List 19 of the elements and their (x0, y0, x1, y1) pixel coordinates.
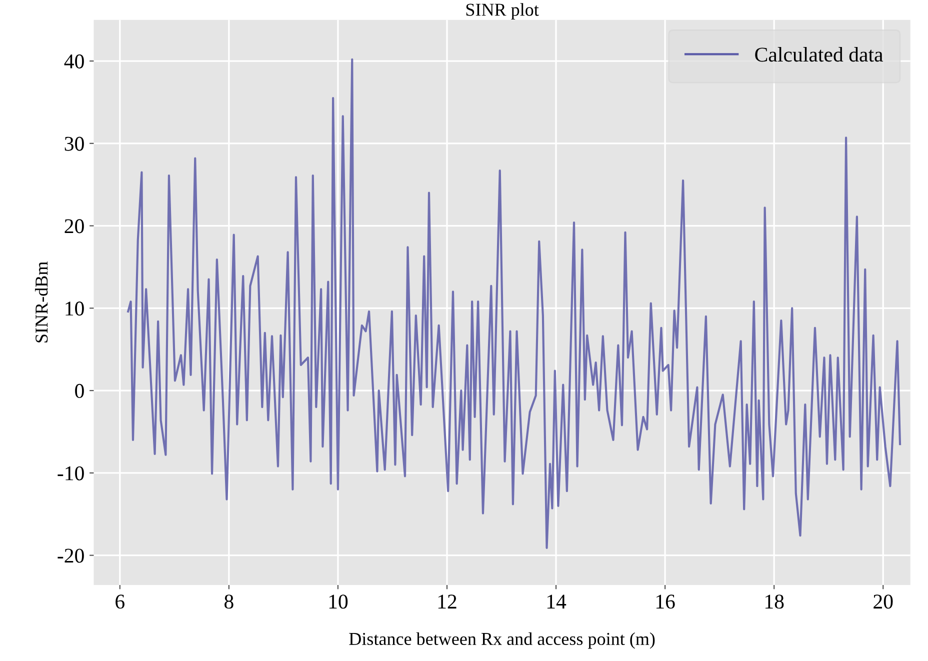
y-tick-label: -20 (58, 548, 84, 563)
x-tick-label: 8 (224, 594, 234, 609)
y-tick-label: -10 (58, 466, 84, 480)
x-tick-label: 20 (874, 594, 893, 609)
y-tick-label: 10 (66, 302, 84, 316)
x-tick-label: 14 (547, 594, 566, 608)
x-tick-label: 16 (656, 594, 675, 609)
y-tick-label: 0 (75, 384, 84, 398)
x-axis-title: Distance between Rx and access point (m) (349, 632, 655, 649)
y-axis-title: SINR-dBm (35, 262, 48, 342)
x-tick-label: 6 (116, 594, 124, 609)
y-tick-label: 20 (64, 219, 84, 234)
y-tick-label: 30 (64, 136, 84, 151)
legend-label: Calculated data (755, 47, 883, 62)
x-tick-label: 18 (765, 594, 784, 609)
y-tick-label: 40 (64, 54, 84, 68)
chart-title: SINR plot (466, 3, 539, 20)
x-tick-label: 12 (438, 594, 456, 608)
x-tick-label: 10 (329, 594, 348, 609)
